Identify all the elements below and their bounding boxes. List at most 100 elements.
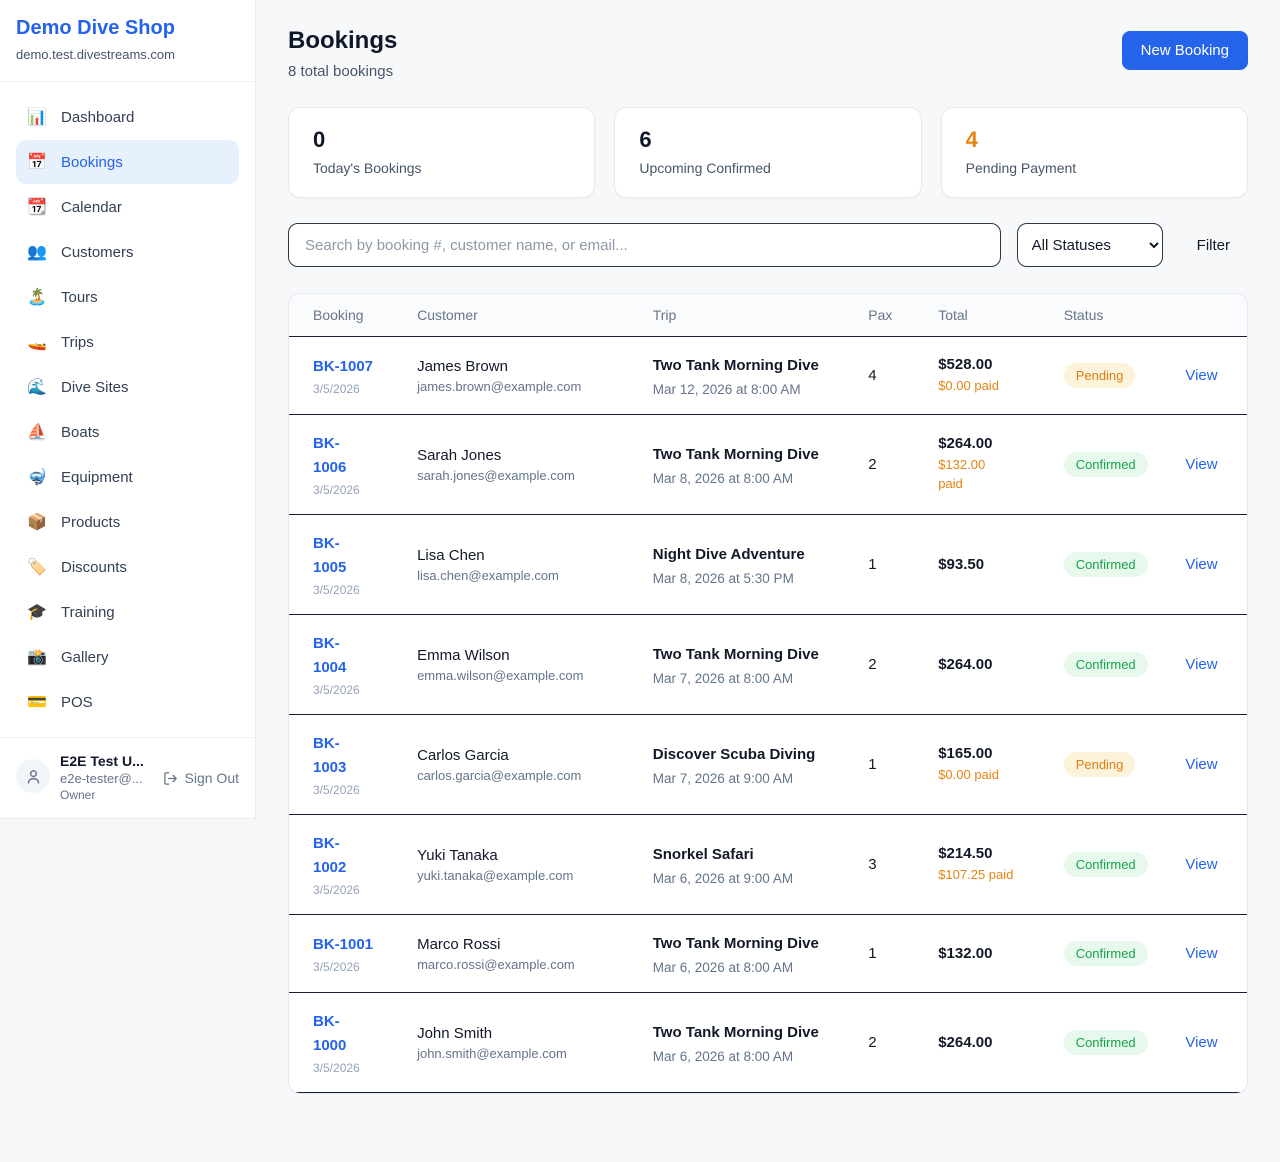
view-link[interactable]: View — [1185, 944, 1218, 962]
stat-todays-bookings: 0 Today's Bookings — [288, 107, 596, 198]
booking-number-link[interactable]: BK-1007 — [313, 358, 374, 375]
stat-value: 6 — [639, 127, 652, 152]
trip-cell: Two Tank Morning Dive Mar 12, 2026 at 8:… — [636, 336, 853, 415]
customer-email: emma.wilson@example.com — [417, 667, 584, 683]
sidebar-item-discounts[interactable]: 🏷️ Discounts — [16, 545, 239, 589]
pax-cell: 3 — [852, 814, 923, 915]
column-header-booking: Booking — [289, 294, 402, 337]
actions-cell: View — [1169, 992, 1247, 1093]
people-icon: 👥 — [27, 244, 47, 261]
sidebar-item-calendar[interactable]: 📆 Calendar — [16, 185, 239, 229]
view-link[interactable]: View — [1185, 555, 1218, 573]
calendar-date-icon: 📅 — [27, 154, 47, 171]
sidebar-item-gallery[interactable]: 📸 Gallery — [16, 635, 239, 679]
actions-cell: View — [1169, 514, 1247, 615]
view-link[interactable]: View — [1185, 455, 1218, 473]
sailboat-icon: ⛵ — [27, 424, 47, 441]
pax-count: 2 — [868, 455, 877, 473]
calendar-icon: 📆 — [27, 199, 47, 216]
view-link[interactable]: View — [1185, 855, 1218, 873]
sidebar-item-boats[interactable]: ⛵ Boats — [16, 410, 239, 454]
pax-cell: 4 — [852, 336, 923, 415]
actions-cell: View — [1169, 614, 1247, 715]
sign-out-button[interactable]: Sign Out — [163, 770, 239, 786]
customer-name: James Brown — [417, 357, 508, 375]
filter-button[interactable]: Filter — [1179, 237, 1248, 254]
sidebar-item-bookings[interactable]: 📅 Bookings — [16, 140, 239, 184]
actions-cell: View — [1169, 914, 1247, 993]
column-header-customer: Customer — [401, 294, 637, 337]
status-select[interactable]: All Statuses — [1016, 223, 1163, 267]
paid-amount: $107.25 paid — [938, 866, 1014, 882]
booking-number-link[interactable]: BK- 1002 — [313, 835, 347, 876]
bar-chart-icon: 📊 — [27, 109, 47, 126]
booking-number-link[interactable]: BK- 1006 — [313, 435, 347, 476]
table-row: BK-1001 3/5/2026 Marco Rossi marco.rossi… — [289, 914, 1247, 993]
sidebar-item-label: Trips — [61, 333, 94, 351]
total-cell: $132.00 — [922, 914, 1048, 993]
booking-cell: BK-1007 3/5/2026 — [289, 336, 402, 415]
stat-value: 0 — [313, 127, 326, 152]
filter-bar: All Statuses Filter — [288, 223, 1248, 267]
sidebar-item-equipment[interactable]: 🤿 Equipment — [16, 455, 239, 499]
customer-email: lisa.chen@example.com — [417, 567, 559, 583]
table-row: BK- 1003 3/5/2026 Carlos Garcia carlos.g… — [289, 714, 1247, 815]
booking-cell: BK-1001 3/5/2026 — [289, 914, 402, 993]
view-link[interactable]: View — [1185, 366, 1218, 384]
actions-cell: View — [1169, 814, 1247, 915]
view-link[interactable]: View — [1185, 1033, 1218, 1051]
stat-pending-payment: 4 Pending Payment — [940, 107, 1248, 198]
customer-email: carlos.garcia@example.com — [417, 767, 582, 783]
trip-datetime: Mar 7, 2026 at 9:00 AM — [652, 771, 794, 786]
status-cell: Confirmed — [1047, 992, 1170, 1093]
status-cell: Pending — [1047, 714, 1170, 815]
stat-value: 4 — [965, 127, 978, 152]
table-row: BK- 1005 3/5/2026 Lisa Chen lisa.chen@ex… — [289, 514, 1247, 615]
sidebar-item-label: Customers — [61, 243, 134, 261]
total-cell: $93.50 — [922, 514, 1048, 615]
status-badge: Confirmed — [1063, 852, 1148, 877]
sidebar-item-trips[interactable]: 🚤 Trips — [16, 320, 239, 364]
sidebar-header: Demo Dive Shop demo.test.divestreams.com — [0, 0, 255, 82]
sidebar-item-training[interactable]: 🎓 Training — [16, 590, 239, 634]
page-header: Bookings 8 total bookings New Booking — [288, 27, 1248, 80]
booking-cell: BK- 1006 3/5/2026 — [289, 414, 402, 515]
sidebar-item-dashboard[interactable]: 📊 Dashboard — [16, 95, 239, 139]
sidebar-item-tours[interactable]: 🏝️ Tours — [16, 275, 239, 319]
paid-amount: $132.00 paid — [938, 457, 986, 491]
paid-amount: $0.00 paid — [938, 766, 999, 782]
booking-number-link[interactable]: BK- 1003 — [313, 735, 347, 776]
pax-count: 2 — [868, 1033, 877, 1051]
table-body: BK-1007 3/5/2026 James Brown james.brown… — [289, 336, 1247, 1093]
customer-name: Carlos Garcia — [417, 746, 509, 764]
sidebar-item-pos[interactable]: 💳 POS — [16, 680, 239, 724]
booking-number-link[interactable]: BK- 1004 — [313, 635, 347, 676]
credit-card-icon: 💳 — [27, 694, 47, 711]
booking-number-link[interactable]: BK- 1000 — [313, 1013, 347, 1054]
table-row: BK- 1002 3/5/2026 Yuki Tanaka yuki.tanak… — [289, 814, 1247, 915]
search-input[interactable] — [288, 223, 1001, 267]
sidebar-item-dive-sites[interactable]: 🌊 Dive Sites — [16, 365, 239, 409]
new-booking-button[interactable]: New Booking — [1121, 31, 1248, 70]
actions-cell: View — [1169, 414, 1247, 515]
customer-name: Lisa Chen — [417, 546, 485, 564]
total-cell: $165.00 $0.00 paid — [922, 714, 1048, 815]
sidebar-item-label: Dashboard — [61, 108, 135, 126]
column-header-trip: Trip — [636, 294, 853, 337]
trip-cell: Discover Scuba Diving Mar 7, 2026 at 9:0… — [636, 714, 853, 815]
view-link[interactable]: View — [1185, 655, 1218, 673]
table-header-row: Booking Customer Trip Pax Total Status — [289, 294, 1247, 337]
user-name: E2E Test U... — [60, 753, 144, 769]
pax-cell: 1 — [852, 914, 923, 993]
view-link[interactable]: View — [1185, 755, 1218, 773]
sidebar-item-products[interactable]: 📦 Products — [16, 500, 239, 544]
sidebar: Demo Dive Shop demo.test.divestreams.com… — [0, 0, 256, 819]
booking-number-link[interactable]: BK-1001 — [313, 936, 374, 953]
total-amount: $93.50 — [938, 556, 985, 573]
table-row: BK- 1006 3/5/2026 Sarah Jones sarah.jone… — [289, 414, 1247, 515]
sidebar-item-label: Equipment — [61, 468, 133, 486]
total-amount: $528.00 — [938, 355, 993, 373]
sidebar-item-customers[interactable]: 👥 Customers — [16, 230, 239, 274]
booking-number-link[interactable]: BK- 1005 — [313, 535, 347, 576]
pax-count: 1 — [868, 755, 877, 773]
